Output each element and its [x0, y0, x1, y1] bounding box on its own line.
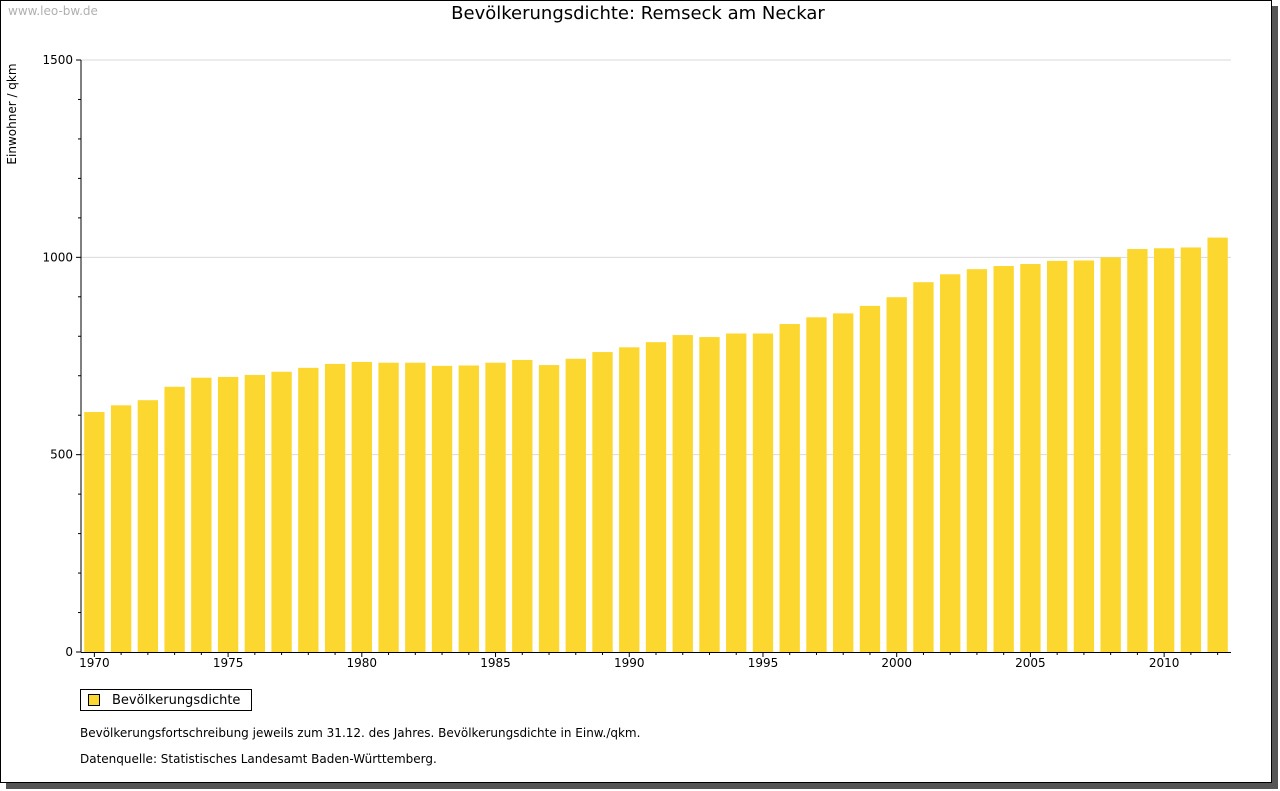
- x-tick-label: 1985: [480, 656, 511, 670]
- x-tick-label: 1990: [614, 656, 645, 670]
- bar: [645, 342, 667, 652]
- x-tick-label: 2010: [1149, 656, 1180, 670]
- footnote-1: Bevölkerungsfortschreibung jeweils zum 3…: [80, 726, 641, 740]
- bar: [244, 374, 265, 652]
- chart-title: Bevölkerungsdichte: Remseck am Neckar: [451, 3, 825, 24]
- x-tick-label: 2000: [881, 656, 912, 670]
- bar: [1127, 249, 1148, 652]
- bar: [565, 358, 586, 652]
- bar: [1207, 237, 1228, 652]
- bar: [592, 352, 613, 652]
- bar: [833, 313, 854, 652]
- bar: [1073, 260, 1095, 652]
- y-tick-label: 500: [50, 448, 73, 462]
- bar: [1047, 260, 1068, 652]
- bar: [940, 274, 961, 652]
- bar: [806, 317, 827, 652]
- bar: [699, 337, 720, 652]
- bars: [84, 237, 1228, 653]
- bar: [324, 363, 346, 652]
- bar: [1180, 247, 1202, 652]
- bar: [726, 333, 747, 652]
- watermark: www.leo-bw.de: [8, 4, 98, 18]
- bar: [1020, 264, 1041, 652]
- footnote-2: Datenquelle: Statistisches Landesamt Bad…: [80, 752, 437, 766]
- bar: [351, 361, 372, 652]
- bar: [619, 347, 640, 652]
- y-tick-label: 1000: [42, 250, 73, 264]
- bar: [271, 371, 292, 652]
- bar: [752, 333, 774, 652]
- x-tick-label: 1970: [79, 656, 110, 670]
- y-tick-label: 0: [65, 645, 73, 659]
- bar: [110, 405, 132, 652]
- bar: [886, 297, 907, 652]
- x-tick-label: 2005: [1015, 656, 1046, 670]
- x-tick-label: 1995: [748, 656, 779, 670]
- bar: [164, 386, 185, 652]
- bar: [137, 400, 159, 652]
- y-tick-label: 1500: [42, 53, 73, 67]
- legend-label: Bevölkerungsdichte: [112, 692, 241, 708]
- legend: Bevölkerungsdichte: [80, 689, 252, 711]
- bar: [405, 362, 426, 652]
- bar: [458, 365, 479, 652]
- legend-swatch: [88, 694, 100, 706]
- bar: [512, 359, 533, 652]
- bar: [966, 269, 988, 652]
- bar: [485, 362, 506, 652]
- x-tick-label: 1980: [347, 656, 378, 670]
- bar: [993, 266, 1014, 652]
- bar: [538, 365, 560, 652]
- bar: [84, 412, 105, 652]
- ticks: 0 500 1000 1500 1970 1975 1980 1985 1990 1995 2000…: [42, 53, 1219, 670]
- bar: [672, 335, 693, 652]
- bar: [859, 305, 881, 652]
- bar: [431, 365, 453, 652]
- x-tick-label: 1975: [213, 656, 244, 670]
- bar: [779, 324, 800, 652]
- bar: [378, 362, 399, 652]
- bar: [298, 367, 319, 652]
- bar: [217, 376, 239, 652]
- bar: [913, 282, 934, 652]
- bar: [1153, 248, 1175, 653]
- bar: [191, 377, 212, 652]
- bar: [1100, 257, 1121, 652]
